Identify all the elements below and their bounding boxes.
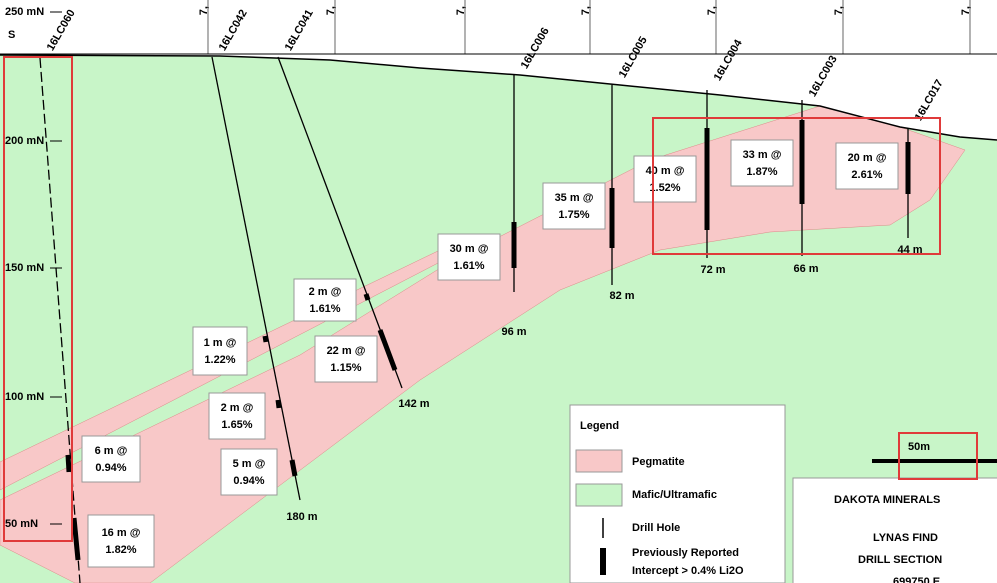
hole-depth: 96 m bbox=[501, 326, 526, 338]
grid-label: 7, bbox=[580, 6, 592, 15]
elevation-label: 250 mN bbox=[5, 6, 44, 18]
highlight bbox=[652, 117, 941, 255]
intercept-length: 2 m @ bbox=[221, 402, 254, 414]
intercept-box bbox=[208, 392, 266, 440]
section-label: S bbox=[8, 29, 15, 41]
topography bbox=[0, 54, 997, 141]
grid-label: 7, bbox=[198, 6, 210, 15]
legend-item: Pegmatite bbox=[632, 456, 685, 468]
elevation-label: 50 mN bbox=[5, 518, 38, 530]
drill-hole bbox=[39, 57, 81, 583]
intercept-length: 16 m @ bbox=[102, 527, 141, 539]
legend-swatch bbox=[575, 483, 623, 507]
company: DAKOTA MINERALS bbox=[834, 494, 940, 506]
annotations: 7, 7, 7, 7, 7, 7, 7, S 250 mN 200 mN 150 mN 100 mN 5… bbox=[5, 0, 997, 583]
intercept bbox=[363, 293, 371, 301]
hole-depth: 82 m bbox=[609, 290, 634, 302]
section: DRILL SECTION bbox=[858, 554, 942, 566]
highlight bbox=[3, 56, 73, 542]
intercept bbox=[275, 399, 282, 409]
intercept bbox=[377, 329, 398, 371]
scale-label: 50m bbox=[908, 441, 930, 453]
intercept-grade: 1.87% bbox=[746, 166, 777, 178]
intercept-length: 6 m @ bbox=[95, 445, 128, 457]
intercept-grade: 1.22% bbox=[204, 354, 235, 366]
hole-depth: 142 m bbox=[398, 398, 429, 410]
easting: 699750 E bbox=[893, 576, 940, 583]
intercept-grade: 1.61% bbox=[453, 260, 484, 272]
intercept-length: 40 m @ bbox=[646, 165, 685, 177]
legend-item: Drill Hole bbox=[632, 522, 680, 534]
grid-label: 7, bbox=[706, 6, 718, 15]
elevation-label: 100 mN bbox=[5, 391, 44, 403]
grid-label: 7, bbox=[325, 6, 337, 15]
intercept-length: 22 m @ bbox=[327, 345, 366, 357]
legend-title: Legend bbox=[580, 420, 619, 432]
legend-item: Intercept > 0.4% Li2O bbox=[632, 565, 744, 577]
hole-depth: 180 m bbox=[286, 511, 317, 523]
grid-label: 7, bbox=[455, 6, 467, 15]
intercept-box bbox=[87, 514, 155, 568]
intercept-length: 33 m @ bbox=[743, 149, 782, 161]
intercept-box bbox=[192, 326, 248, 376]
title-block bbox=[792, 477, 997, 583]
intercept bbox=[262, 335, 269, 343]
grid-label: 7, bbox=[960, 6, 972, 15]
hole-depth: 72 m bbox=[700, 264, 725, 276]
intercept-box bbox=[835, 142, 899, 190]
intercept-grade: 0.94% bbox=[95, 462, 126, 474]
intercept-grade: 1.61% bbox=[309, 303, 340, 315]
intercept-grade: 1.65% bbox=[221, 419, 252, 431]
intercept-box bbox=[730, 139, 794, 187]
intercept bbox=[65, 454, 72, 473]
intercept-length: 30 m @ bbox=[450, 243, 489, 255]
hole-depth: 66 m bbox=[793, 263, 818, 275]
intercept-length: 5 m @ bbox=[233, 458, 266, 470]
intercept-grade: 0.94% bbox=[233, 475, 264, 487]
intercept-length: 2 m @ bbox=[309, 286, 342, 298]
intercept-box bbox=[293, 278, 357, 322]
intercept-box bbox=[437, 233, 501, 281]
intercept-length: 35 m @ bbox=[555, 192, 594, 204]
intercept-box bbox=[220, 448, 278, 496]
intercept bbox=[289, 459, 298, 477]
intercept-box bbox=[314, 335, 378, 383]
project: LYNAS FIND bbox=[873, 532, 938, 544]
intercept-grade: 1.82% bbox=[105, 544, 136, 556]
hole-depth: 44 m bbox=[897, 244, 922, 256]
legend-item: Mafic/Ultramafic bbox=[632, 489, 717, 501]
drill-hole bbox=[211, 56, 301, 501]
grid-label: 7, bbox=[833, 6, 845, 15]
intercept-grade: 1.15% bbox=[330, 362, 361, 374]
legend-swatch bbox=[575, 449, 623, 473]
intercept-box bbox=[81, 435, 141, 483]
intercept-grade: 1.52% bbox=[649, 182, 680, 194]
intercept-length: 20 m @ bbox=[848, 152, 887, 164]
intercept-grade: 1.75% bbox=[558, 209, 589, 221]
highlight bbox=[898, 432, 978, 480]
intercept bbox=[71, 517, 81, 561]
intercept-grade: 2.61% bbox=[851, 169, 882, 181]
elevation-label: 150 mN bbox=[5, 262, 44, 274]
legend-item: Previously Reported bbox=[632, 547, 739, 559]
intercept-box bbox=[542, 182, 606, 230]
elevation-label: 200 mN bbox=[5, 135, 44, 147]
intercept-length: 1 m @ bbox=[204, 337, 237, 349]
intercept-box bbox=[633, 155, 697, 203]
